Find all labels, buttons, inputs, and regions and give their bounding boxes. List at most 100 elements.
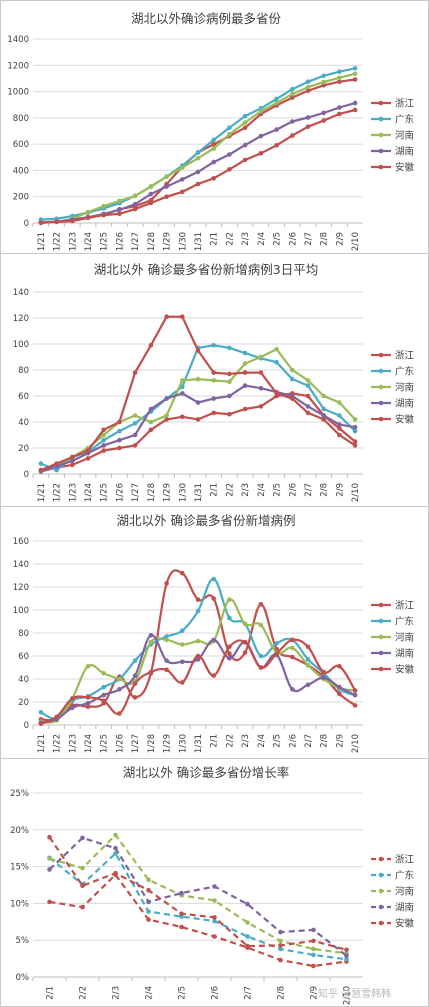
y-tick-label: 25% — [10, 789, 29, 799]
series-anhui — [38, 314, 358, 473]
y-tick-label: 20 — [18, 698, 29, 708]
legend-marker — [378, 904, 384, 910]
x-tick-label: 2/9 — [335, 483, 345, 497]
data-point-anhui — [146, 887, 151, 893]
x-tick-label: 2/6 — [288, 232, 298, 246]
series-line-henan — [40, 72, 356, 224]
data-point-hunan — [242, 142, 248, 148]
data-point-anhui — [352, 443, 358, 448]
data-point-henan — [113, 832, 118, 838]
data-point-anhui — [195, 181, 201, 187]
data-point-hunan — [212, 884, 217, 889]
data-point-hunan — [180, 659, 185, 665]
chart-panel-total: 湖北以外确诊病例最多省份 0 200 400 600 800 1000 1200 1400 1/2… — [0, 0, 429, 255]
data-point-zhejiang — [164, 581, 169, 586]
data-point-anhui — [321, 417, 327, 422]
series-anhui — [38, 637, 358, 727]
legend-marker — [378, 352, 384, 358]
legend-item-anhui: 安徽 — [371, 162, 415, 174]
x-tick-label: 1/28 — [147, 734, 157, 753]
data-point-guangdong — [195, 608, 201, 614]
data-point-anhui — [321, 118, 327, 123]
data-point-anhui — [245, 943, 250, 949]
data-point-anhui — [305, 410, 311, 416]
legend-label: 安徽 — [395, 918, 415, 930]
x-tick-label: 2/2 — [225, 232, 235, 246]
data-point-guangdong — [344, 957, 349, 962]
data-point-anhui — [70, 218, 75, 224]
chart-title: 湖北以外 确诊最多省份增长率 — [123, 765, 289, 780]
x-tick-label: 1/24 — [84, 734, 94, 753]
data-point-hunan — [242, 383, 248, 388]
legend-item-henan: 河南 — [371, 886, 414, 898]
data-point-anhui — [290, 637, 295, 643]
legend-marker — [378, 116, 384, 122]
x-tick-label: 1/24 — [84, 483, 94, 502]
data-point-zhejiang — [242, 125, 248, 131]
y-tick-label: 10% — [10, 899, 29, 909]
x-tick-label: 2/7 — [304, 483, 314, 497]
data-point-hunan — [245, 901, 250, 907]
data-point-hunan — [258, 385, 264, 391]
data-point-anhui — [80, 883, 85, 888]
data-point-guangdong — [146, 909, 151, 914]
data-point-guangdong — [212, 918, 217, 924]
data-point-zhejiang — [290, 654, 295, 660]
data-point-hunan — [227, 152, 232, 157]
data-point-henan — [227, 132, 232, 137]
legend-item-guangdong: 广东 — [371, 366, 414, 378]
x-tick-label: 2/6 — [288, 483, 298, 497]
data-point-zhejiang — [337, 691, 342, 697]
data-point-hunan — [101, 692, 106, 698]
data-point-anhui — [85, 448, 91, 453]
data-point-henan — [305, 84, 311, 90]
x-tick-label: 2/2 — [79, 986, 89, 1000]
series-henan — [47, 832, 349, 956]
data-point-guangdong — [38, 461, 44, 466]
watermark-text: 知乎 @慧雪韩韩 — [318, 989, 392, 1000]
data-point-hunan — [337, 105, 342, 110]
data-point-zhejiang — [278, 957, 283, 963]
data-point-anhui — [242, 157, 248, 163]
data-point-henan — [132, 193, 138, 199]
series-line-guangdong — [48, 852, 347, 961]
series-hunan — [47, 835, 349, 958]
data-point-zhejiang — [195, 597, 201, 602]
legend-label: 河南 — [395, 382, 414, 394]
x-tick-label: 1/25 — [100, 734, 110, 753]
data-point-henan — [212, 898, 217, 903]
data-point-henan — [132, 413, 138, 418]
x-tick-label: 2/5 — [273, 483, 283, 497]
data-point-guangdong — [258, 653, 264, 659]
x-tick-label: 1/22 — [53, 232, 63, 251]
data-point-anhui — [117, 211, 122, 217]
data-point-anhui — [38, 721, 44, 727]
series-anhui — [38, 107, 358, 226]
data-point-hunan — [305, 682, 311, 688]
data-point-zhejiang — [80, 904, 85, 910]
data-point-guangdong — [227, 345, 232, 351]
data-point-zhejiang — [164, 417, 169, 422]
x-tick-label: 2/6 — [288, 734, 298, 748]
data-point-zhejiang — [132, 443, 138, 448]
data-point-zhejiang — [227, 411, 232, 417]
legend-marker — [378, 634, 384, 640]
data-point-zhejiang — [337, 426, 342, 431]
y-tick-label: 80 — [18, 629, 29, 639]
data-point-guangdong — [242, 113, 248, 119]
data-point-anhui — [211, 673, 216, 678]
data-point-hunan — [227, 656, 232, 661]
data-point-anhui — [54, 461, 59, 466]
data-point-zhejiang — [211, 142, 216, 147]
data-point-zhejiang — [211, 596, 216, 601]
data-point-zhejiang — [47, 899, 52, 905]
data-point-guangdong — [38, 710, 44, 715]
data-point-anhui — [38, 220, 44, 226]
data-point-anhui — [352, 107, 358, 113]
x-tick-label: 1/23 — [68, 734, 78, 753]
chart-growth-rate: 湖北以外 确诊最多省份增长率 0% 5% 10% 15% 20% 25% 2/1 2/2 2/3 2… — [10, 765, 415, 1005]
x-tick-label: 2/9 — [310, 986, 320, 1000]
data-point-hunan — [132, 673, 138, 678]
data-point-henan — [85, 209, 91, 215]
data-point-zhejiang — [212, 934, 217, 939]
